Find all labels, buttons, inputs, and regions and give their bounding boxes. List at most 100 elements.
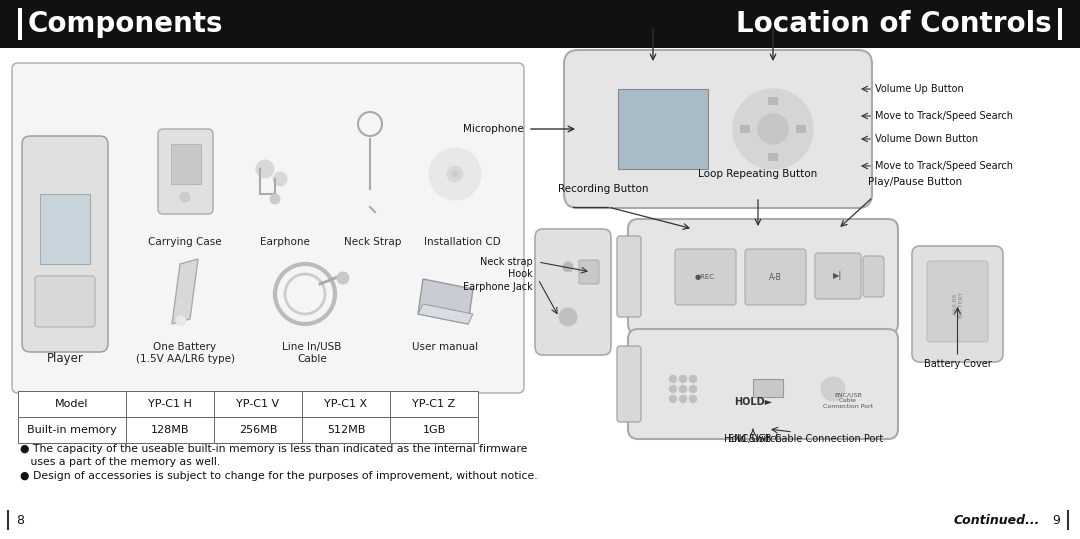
Circle shape (679, 376, 687, 383)
Circle shape (256, 160, 274, 178)
Text: uses a part of the memory as well.: uses a part of the memory as well. (21, 457, 220, 467)
Bar (171, 144, 201, 184)
FancyBboxPatch shape (158, 129, 213, 214)
Text: Recording Button: Recording Button (558, 184, 648, 194)
Bar (302, 391, 390, 417)
Circle shape (563, 262, 573, 272)
Text: YP-C1 H: YP-C1 H (148, 399, 192, 409)
Circle shape (679, 385, 687, 392)
Bar (126, 391, 214, 417)
FancyBboxPatch shape (535, 229, 611, 355)
Text: ENC/USB
Cable
Connection Port: ENC/USB Cable Connection Port (823, 392, 873, 409)
Bar (796, 125, 806, 133)
Bar (214, 417, 302, 443)
Polygon shape (172, 259, 198, 324)
Text: Components: Components (28, 10, 224, 38)
Circle shape (758, 114, 788, 144)
Circle shape (670, 376, 676, 383)
Text: Move to Track/Speed Search: Move to Track/Speed Search (875, 161, 1013, 171)
Text: 128MB: 128MB (151, 425, 189, 435)
Text: A-B: A-B (769, 273, 781, 281)
FancyBboxPatch shape (627, 219, 897, 334)
Circle shape (270, 194, 280, 204)
Text: Installation CD: Installation CD (423, 237, 500, 247)
Circle shape (689, 385, 697, 392)
Bar (40, 194, 90, 264)
Text: Play/Pause Button: Play/Pause Button (868, 177, 962, 187)
Text: Carrying Case: Carrying Case (148, 237, 221, 247)
Text: Model: Model (55, 399, 89, 409)
Bar (390, 391, 478, 417)
Text: Neck Strap: Neck Strap (345, 237, 402, 247)
FancyBboxPatch shape (617, 346, 642, 422)
Text: Hold Switch: Hold Switch (725, 434, 782, 444)
Text: Neck strap
Hook: Neck strap Hook (481, 257, 534, 279)
Circle shape (670, 385, 676, 392)
Polygon shape (418, 304, 473, 324)
Text: 1GB: 1GB (422, 425, 446, 435)
Text: Player: Player (46, 352, 83, 365)
Text: AA/LR6
BATTERY: AA/LR6 BATTERY (953, 291, 963, 317)
Bar (753, 379, 783, 397)
FancyBboxPatch shape (579, 260, 599, 284)
Bar (768, 97, 778, 105)
Text: 9: 9 (1052, 515, 1059, 528)
FancyBboxPatch shape (675, 249, 735, 305)
Circle shape (447, 166, 463, 182)
Circle shape (689, 376, 697, 383)
Text: 256MB: 256MB (239, 425, 278, 435)
Bar (0, 0, 1080, 48)
Circle shape (733, 89, 813, 169)
Text: YP-C1 Z: YP-C1 Z (413, 399, 456, 409)
Circle shape (679, 396, 687, 403)
Circle shape (670, 396, 676, 403)
Bar (18, 8, 22, 40)
Text: HOLD►: HOLD► (734, 397, 772, 407)
Text: One Battery
(1.5V AA/LR6 type): One Battery (1.5V AA/LR6 type) (135, 342, 234, 364)
Text: Continued...: Continued... (954, 515, 1040, 528)
Text: 512MB: 512MB (327, 425, 365, 435)
Text: Loop Repeating Button: Loop Repeating Button (699, 169, 818, 179)
FancyBboxPatch shape (12, 63, 524, 393)
Circle shape (821, 377, 845, 401)
Text: YP-C1 V: YP-C1 V (237, 399, 280, 409)
FancyBboxPatch shape (927, 261, 988, 342)
Bar (1058, 8, 1062, 40)
Text: Earphone: Earphone (260, 237, 310, 247)
Text: ●REC: ●REC (696, 274, 715, 280)
Text: Location of Controls: Location of Controls (737, 10, 1052, 38)
Bar (618, 89, 708, 169)
FancyBboxPatch shape (745, 249, 806, 305)
Circle shape (689, 396, 697, 403)
Text: Line In/USB
Cable: Line In/USB Cable (282, 342, 341, 364)
Bar (302, 417, 390, 443)
Circle shape (273, 172, 287, 186)
FancyBboxPatch shape (627, 329, 897, 439)
Bar (390, 417, 478, 443)
FancyBboxPatch shape (863, 256, 885, 297)
Text: Display: Display (634, 14, 673, 24)
Circle shape (176, 316, 186, 326)
Text: Microphone: Microphone (463, 124, 524, 134)
FancyBboxPatch shape (617, 236, 642, 317)
Circle shape (429, 148, 481, 200)
Bar (740, 125, 750, 133)
FancyBboxPatch shape (815, 253, 861, 299)
Circle shape (337, 272, 349, 284)
Bar (18, 391, 126, 417)
Text: MENU, Navigation button: MENU, Navigation button (707, 14, 839, 24)
FancyBboxPatch shape (35, 276, 95, 327)
Text: Move to Track/Speed Search: Move to Track/Speed Search (875, 111, 1013, 121)
Text: ● The capacity of the useable built-in memory is less than indicated as the inte: ● The capacity of the useable built-in m… (21, 444, 527, 454)
FancyBboxPatch shape (912, 246, 1003, 362)
Bar (214, 391, 302, 417)
Bar (768, 153, 778, 161)
Circle shape (180, 192, 190, 202)
Text: Battery Cover: Battery Cover (923, 359, 991, 369)
Text: Earphone Jack: Earphone Jack (463, 282, 534, 292)
Polygon shape (418, 279, 473, 324)
Text: User manual: User manual (411, 342, 478, 352)
Text: Built-in memory: Built-in memory (27, 425, 117, 435)
FancyBboxPatch shape (564, 50, 872, 208)
Text: YP-C1 X: YP-C1 X (324, 399, 367, 409)
